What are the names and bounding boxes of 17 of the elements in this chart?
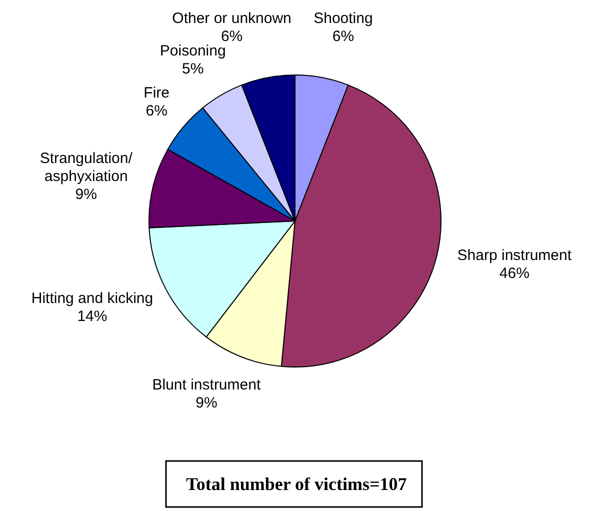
data-label: 46% bbox=[499, 264, 530, 282]
slice-label: Strangulation/ asphyxiation bbox=[40, 150, 134, 186]
data-label: 9% bbox=[196, 394, 218, 412]
data-label: 6% bbox=[146, 102, 168, 120]
data-label: 9% bbox=[75, 186, 97, 204]
slice-label: Hitting and kicking bbox=[31, 290, 154, 308]
slice-label: Fire bbox=[144, 84, 170, 102]
data-label: 5% bbox=[182, 60, 204, 78]
data-label: 6% bbox=[220, 28, 243, 45]
data-label: 6% bbox=[332, 28, 354, 45]
data-label: 14% bbox=[77, 308, 108, 326]
slice-label: Sharp instrument bbox=[457, 246, 572, 264]
slice-label: Poisoning bbox=[160, 42, 226, 60]
text: Total number of victims=107 bbox=[186, 474, 407, 494]
slice-label: Shooting bbox=[314, 10, 373, 27]
slice-label: Blunt instrument bbox=[152, 376, 262, 394]
slice-label: Other or unknown bbox=[172, 10, 292, 27]
